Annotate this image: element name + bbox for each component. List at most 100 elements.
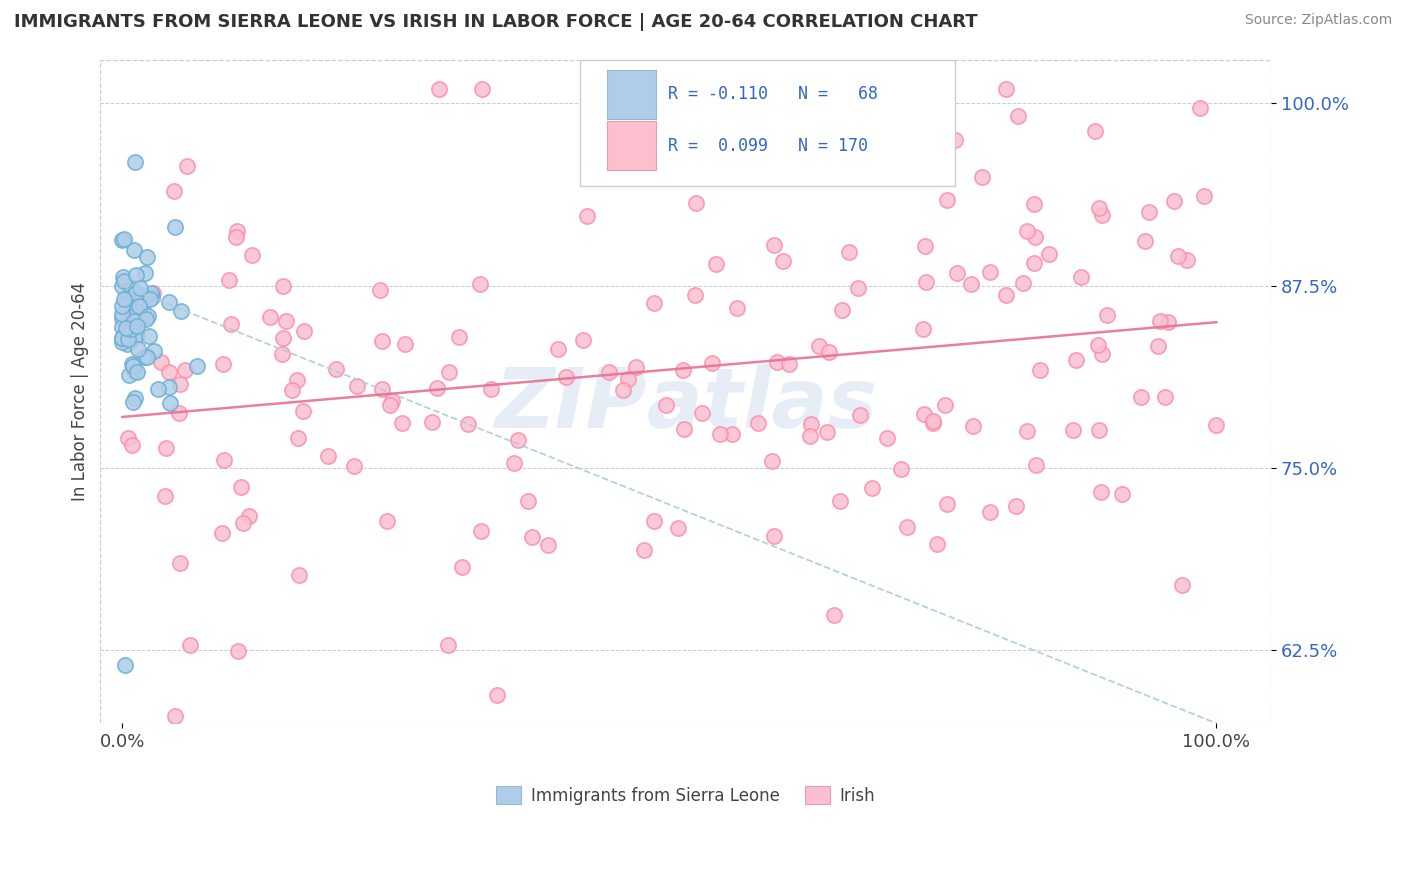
Point [1007, 109, 1029, 123]
Point [111, 299, 134, 313]
Point [1087, 423, 1109, 437]
Point [114, 657, 136, 672]
Point [818, 345, 841, 359]
Point [664, 171, 686, 186]
Point [115, 321, 138, 335]
Point [959, 277, 981, 291]
Point [115, 292, 138, 306]
Point [112, 232, 135, 246]
Point [167, 406, 190, 420]
Point [1091, 208, 1114, 222]
Point [598, 365, 620, 379]
Point [138, 292, 160, 306]
Point [179, 638, 201, 652]
Point [617, 372, 640, 386]
Point [117, 332, 139, 346]
Point [125, 319, 148, 334]
Point [537, 539, 560, 553]
Point [1153, 390, 1175, 404]
Point [762, 237, 785, 252]
Point [117, 431, 139, 445]
Point [921, 414, 943, 428]
Point [846, 281, 869, 295]
Point [112, 274, 135, 288]
Point [1087, 338, 1109, 352]
Point [112, 328, 135, 343]
Point [381, 394, 404, 409]
Point [935, 497, 957, 511]
Point [225, 230, 247, 244]
Point [124, 364, 146, 378]
Point [229, 480, 252, 494]
Point [122, 312, 145, 326]
Point [111, 269, 134, 284]
Point [375, 514, 398, 528]
Point [624, 359, 647, 374]
Point [700, 356, 723, 370]
Point [218, 273, 240, 287]
Point [876, 431, 898, 445]
Point [547, 342, 569, 356]
Point [503, 456, 526, 470]
Point [655, 398, 678, 412]
Point [643, 514, 665, 528]
Point [849, 408, 872, 422]
Point [157, 295, 180, 310]
Point [1146, 338, 1168, 352]
Point [159, 380, 181, 394]
Point [799, 429, 821, 443]
Point [122, 395, 145, 409]
Point [1177, 252, 1199, 267]
Point [380, 398, 402, 412]
Text: R = -0.110   N =   68: R = -0.110 N = 68 [668, 85, 879, 103]
Point [155, 441, 177, 455]
Point [815, 425, 838, 439]
Point [138, 329, 160, 343]
Point [721, 426, 744, 441]
Point [135, 312, 157, 326]
Point [146, 382, 169, 396]
Point [1005, 499, 1028, 513]
Point [995, 82, 1018, 96]
Point [111, 311, 134, 326]
Point [134, 266, 156, 280]
Point [1167, 249, 1189, 263]
Point [1091, 347, 1114, 361]
Point [371, 334, 394, 348]
Point [1024, 230, 1046, 244]
Point [259, 310, 281, 325]
Point [572, 333, 595, 347]
Point [371, 382, 394, 396]
Point [800, 417, 823, 431]
Y-axis label: In Labor Force | Age 20-64: In Labor Force | Age 20-64 [72, 282, 89, 501]
Point [831, 303, 853, 318]
Point [238, 509, 260, 524]
Point [240, 248, 263, 262]
Point [927, 536, 949, 550]
Point [934, 398, 956, 412]
Point [1135, 234, 1157, 248]
Point [169, 556, 191, 570]
Text: ZIP​atlas: ZIP​atlas [494, 364, 877, 445]
Point [427, 82, 450, 96]
Point [936, 193, 959, 207]
Point [346, 378, 368, 392]
Text: IMMIGRANTS FROM SIERRA LEONE VS IRISH IN LABOR FORCE | AGE 20-64 CORRELATION CHA: IMMIGRANTS FROM SIERRA LEONE VS IRISH IN… [14, 13, 977, 31]
Point [437, 365, 460, 379]
Point [141, 290, 163, 304]
Point [672, 422, 695, 436]
Point [447, 330, 470, 344]
Point [131, 312, 153, 326]
Point [143, 343, 166, 358]
Point [325, 362, 347, 376]
Point [1171, 578, 1194, 592]
Point [153, 489, 176, 503]
Point [766, 354, 789, 368]
Point [125, 268, 148, 283]
Point [139, 285, 162, 300]
Point [270, 346, 292, 360]
Point [946, 266, 969, 280]
Point [394, 337, 416, 351]
Point [1011, 277, 1033, 291]
Point [838, 245, 860, 260]
